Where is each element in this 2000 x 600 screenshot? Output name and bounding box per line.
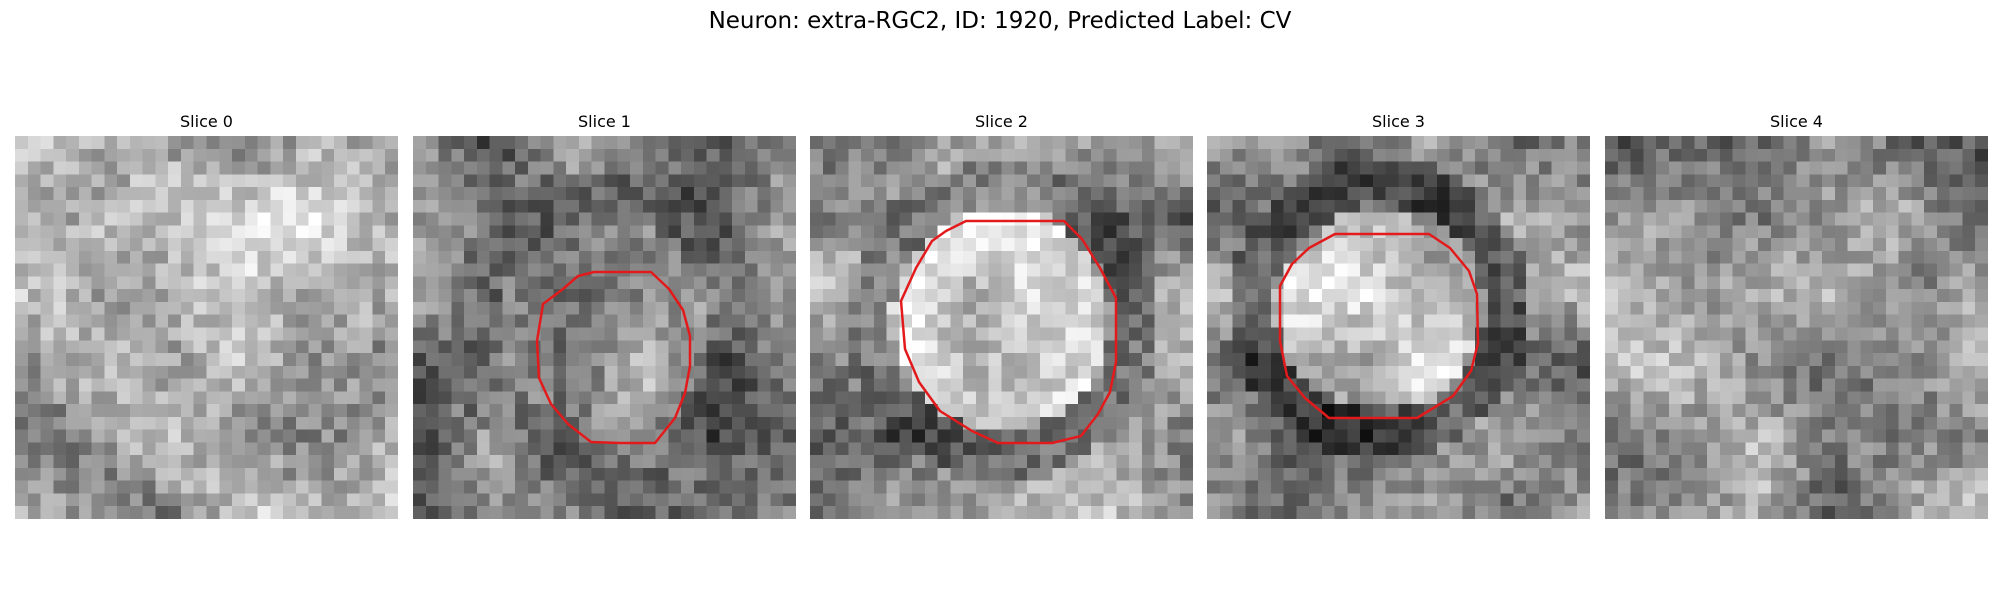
slice-title: Slice 2	[975, 112, 1028, 131]
slice-image	[810, 136, 1193, 519]
slice-panel-0: Slice 0	[15, 110, 398, 519]
slice-panel-3: Slice 3	[1207, 110, 1590, 519]
slice-image	[1207, 136, 1590, 519]
slice-image	[15, 136, 398, 519]
slice-image	[1605, 136, 1988, 519]
slice-title: Slice 0	[180, 112, 233, 131]
segmentation-contour	[899, 219, 1118, 445]
segmentation-contour	[1278, 232, 1480, 420]
slice-image-canvas	[810, 136, 1193, 519]
slice-image-canvas	[413, 136, 796, 519]
slice-panel-1: Slice 1	[413, 110, 796, 519]
figure-title: Neuron: extra-RGC2, ID: 1920, Predicted …	[708, 8, 1292, 34]
slice-image-canvas	[15, 136, 398, 519]
slice-panel-2: Slice 2	[810, 110, 1193, 519]
slice-title: Slice 3	[1372, 112, 1425, 131]
segmentation-contour	[535, 270, 692, 445]
slice-panel-4: Slice 4	[1605, 110, 1988, 519]
slice-image	[413, 136, 796, 519]
slice-image-canvas	[1207, 136, 1590, 519]
slice-image-canvas	[1605, 136, 1988, 519]
slice-title: Slice 1	[578, 112, 631, 131]
slice-title: Slice 4	[1770, 112, 1823, 131]
